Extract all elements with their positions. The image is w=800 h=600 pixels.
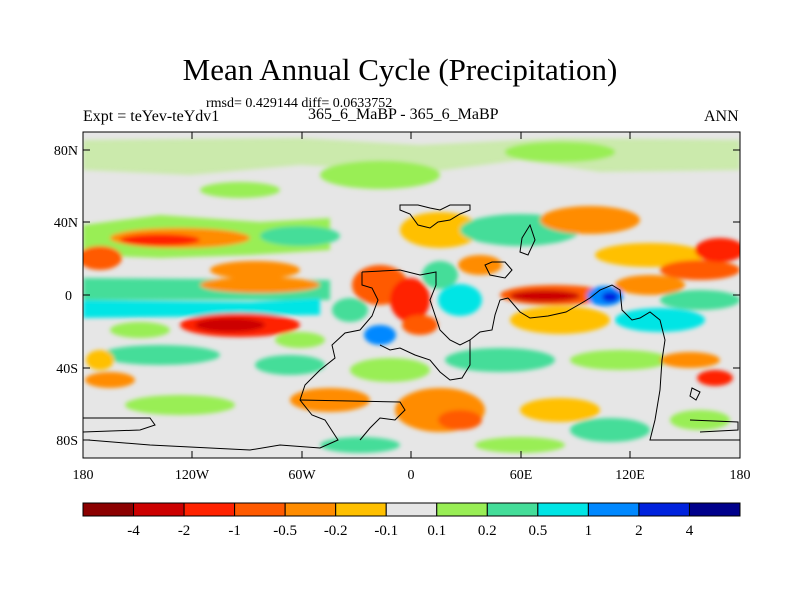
colorbar-swatch	[587, 502, 640, 517]
colorbar: -4 -2 -1 -0.5 -0.2 -0.1 0.1 0.2 0.5 1 2 4	[82, 502, 741, 539]
experiment-label: Expt = teYev-teYdv1	[83, 108, 220, 125]
colorbar-label: 2	[635, 523, 643, 539]
colorbar-swatch	[82, 502, 135, 517]
lat-label-80n: 80N	[54, 144, 78, 159]
lon-label-60w: 60W	[288, 468, 316, 483]
lon-ticks	[191, 132, 631, 458]
lon-label-180w: 180	[73, 468, 94, 483]
colorbar-label: -2	[178, 523, 191, 539]
case-label: 365_6_MaBP - 365_6_MaBP	[308, 106, 499, 123]
colorbar-swatch	[537, 502, 589, 517]
colorbar-label: -0.2	[324, 523, 348, 539]
colorbar-swatch	[688, 502, 741, 517]
colorbar-swatch	[335, 502, 387, 517]
rmsd-diff-stats: rmsd= 0.429144 diff= 0.0633752	[206, 96, 393, 111]
colorbar-label: 0.5	[528, 523, 547, 539]
colorbar-label: 4	[686, 523, 694, 539]
colorbar-label: 0.2	[478, 523, 497, 539]
colorbar-swatch	[486, 502, 539, 517]
colorbar-swatch	[436, 502, 488, 517]
colorbar-swatch	[385, 502, 438, 517]
coastlines	[83, 204, 739, 451]
colorbar-swatch	[284, 502, 337, 517]
colorbar-swatch	[183, 502, 236, 517]
lat-ticks	[83, 149, 740, 441]
lat-label-0: 0	[65, 289, 72, 304]
lon-label-120e: 120E	[615, 468, 645, 483]
map-title: Mean Annual Cycle (Precipitation)	[182, 52, 618, 87]
lon-label-180e: 180	[730, 468, 751, 483]
colorbar-label: -0.5	[273, 523, 297, 539]
colorbar-swatch	[133, 502, 185, 517]
colorbar-label: -1	[228, 523, 241, 539]
lat-label-40n: 40N	[54, 216, 78, 231]
lon-label-0: 0	[408, 468, 415, 483]
colorbar-swatch	[234, 502, 286, 517]
colorbar-swatch	[638, 502, 690, 517]
colorbar-label: -4	[127, 523, 140, 539]
lon-label-120w: 120W	[175, 468, 210, 483]
season-label: ANN	[704, 108, 739, 125]
colorbar-label: 0.1	[427, 523, 446, 539]
lon-label-60e: 60E	[510, 468, 533, 483]
lat-label-40s: 40S	[56, 362, 78, 377]
lat-label-80s: 80S	[56, 434, 78, 449]
colorbar-label: -0.1	[374, 523, 398, 539]
colorbar-label: 1	[585, 523, 593, 539]
